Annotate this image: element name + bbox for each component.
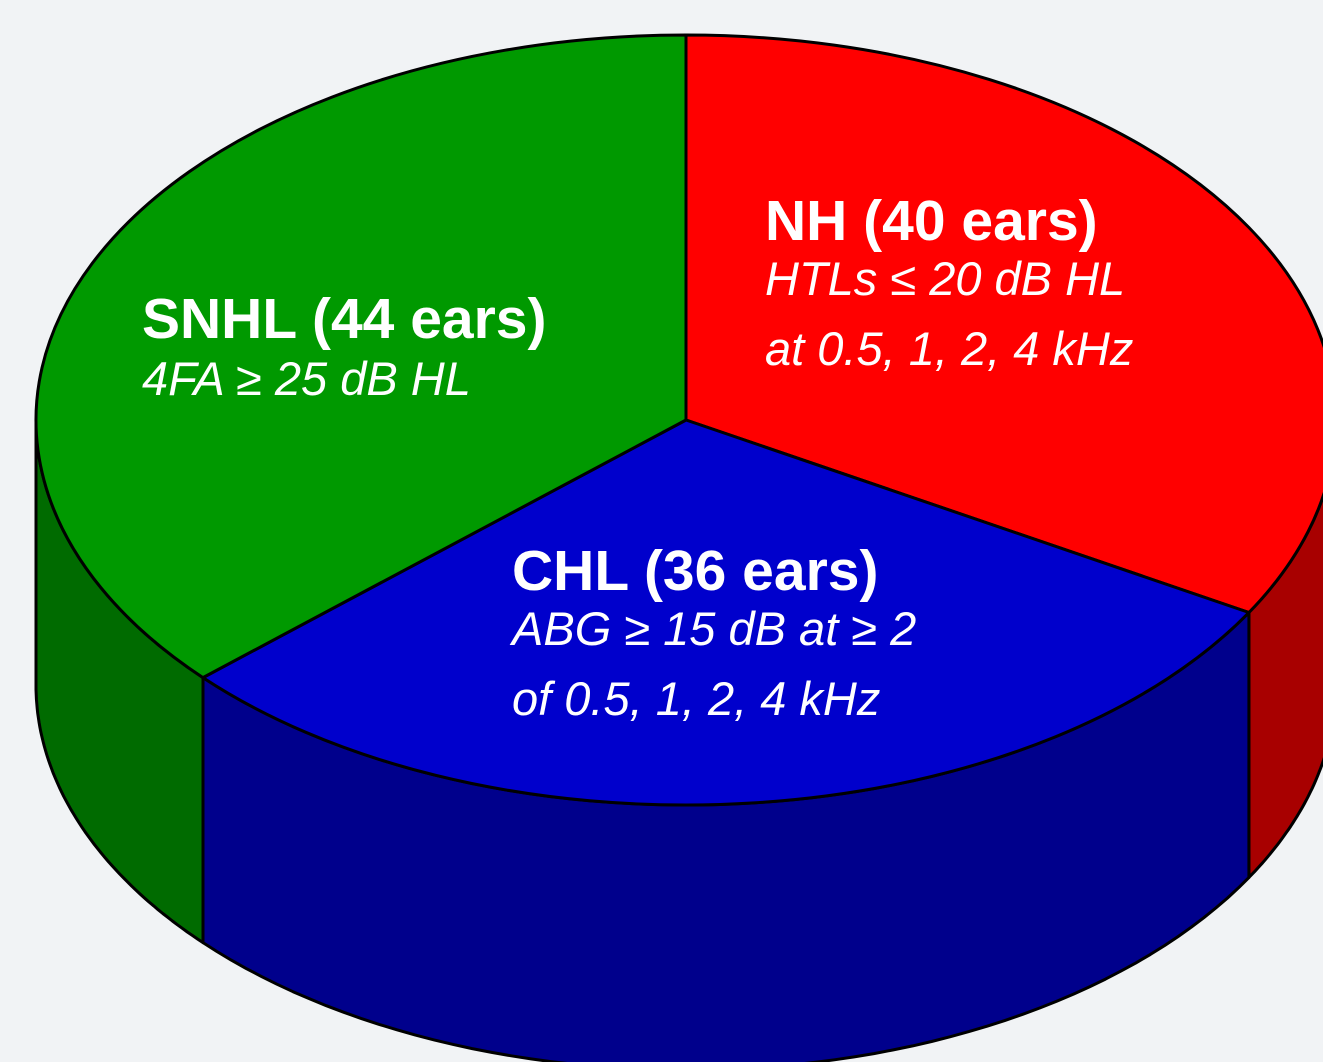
slice xyxy=(34,33,688,680)
slice-description: HTLs ≤ 20 dB HL xyxy=(765,252,1125,305)
slice-label: CHL (36 ears) xyxy=(512,539,878,603)
slice xyxy=(684,33,1323,614)
slice-label: NH (40 ears) xyxy=(765,189,1098,253)
slice xyxy=(201,418,1251,807)
slice-label: SNHL (44 ears) xyxy=(142,287,546,351)
slice-description: at 0.5, 1, 2, 4 kHz xyxy=(765,322,1133,375)
slice-description: 4FA ≥ 25 dB HL xyxy=(142,352,471,405)
slice-description: of 0.5, 1, 2, 4 kHz xyxy=(512,672,880,725)
slice-description: ABG ≥ 15 dB at ≥ 2 xyxy=(509,602,916,655)
